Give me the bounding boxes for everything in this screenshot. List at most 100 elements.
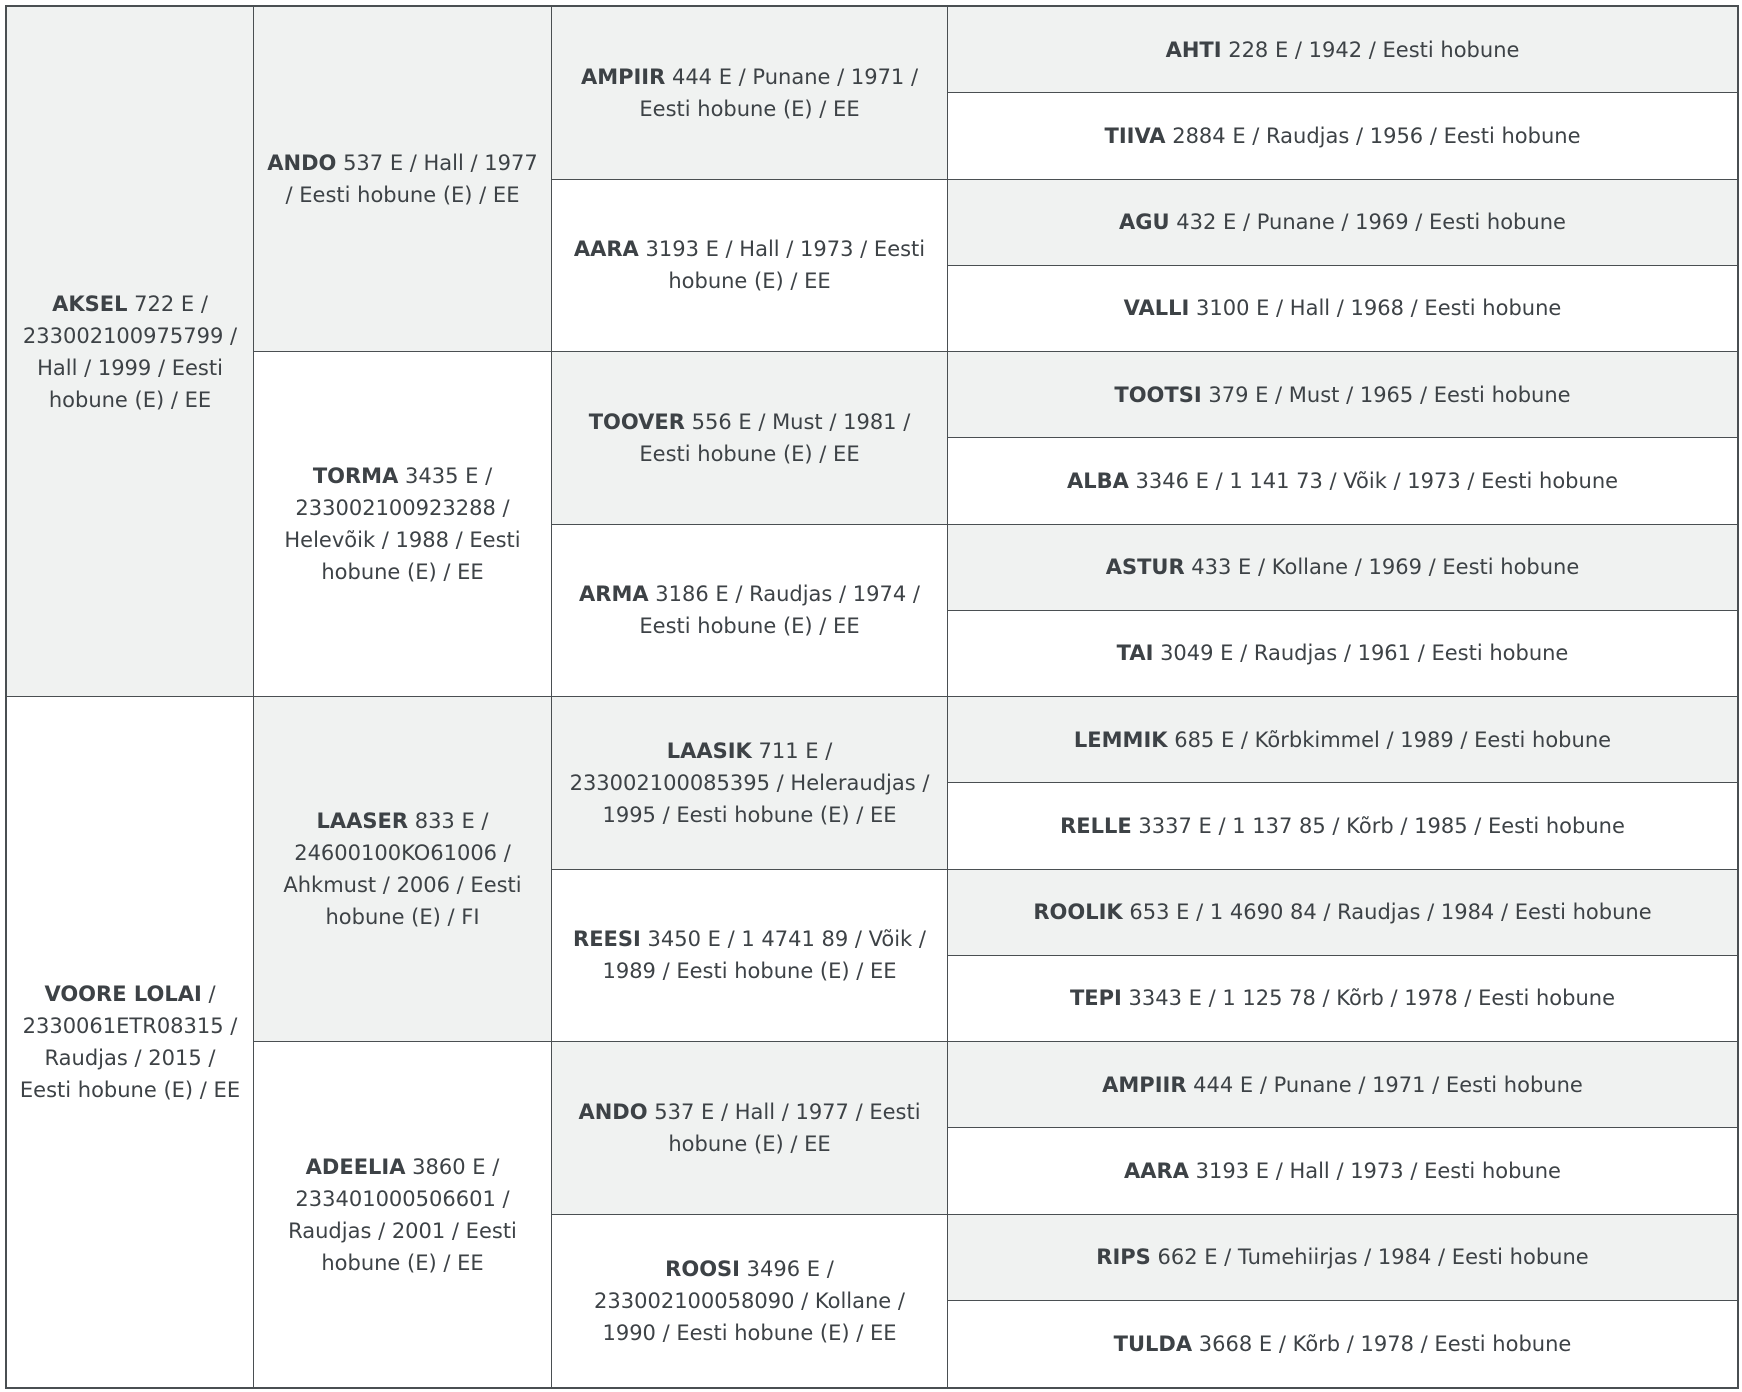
pedigree-cell-gen4: AARA 3193 E / Hall / 1973 / Eesti hobune xyxy=(948,1128,1737,1215)
horse-details: 3346 E / 1 141 73 / Võik / 1973 / Eesti … xyxy=(1128,468,1619,493)
horse-name[interactable]: AARA xyxy=(1124,1158,1189,1183)
pedigree-cell-gen1: AKSEL 722 E / 233002100975799 / Hall / 1… xyxy=(7,7,254,697)
horse-entry: TULDA 3668 E / Kõrb / 1978 / Eesti hobun… xyxy=(1114,1328,1572,1360)
horse-details: 662 E / Tumehiirjas / 1984 / Eesti hobun… xyxy=(1150,1245,1589,1270)
horse-entry: TOOTSI 379 E / Must / 1965 / Eesti hobun… xyxy=(1114,379,1570,411)
horse-name[interactable]: TOOVER xyxy=(588,409,685,434)
horse-name[interactable]: AMPIIR xyxy=(580,64,666,89)
horse-name[interactable]: ALBA xyxy=(1066,468,1129,493)
pedigree-cell-gen4: AHTI 228 E / 1942 / Eesti hobune xyxy=(948,7,1737,94)
pedigree-cell-gen4: VALLI 3100 E / Hall / 1968 / Eesti hobun… xyxy=(948,266,1737,352)
horse-entry: AGU 432 E / Punane / 1969 / Eesti hobune xyxy=(1119,206,1566,238)
horse-name[interactable]: ROOSI xyxy=(665,1256,740,1281)
horse-name[interactable]: VOORE LOLAI xyxy=(44,982,202,1006)
horse-details: 433 E / Kollane / 1969 / Eesti hobune xyxy=(1184,555,1580,580)
horse-details: 537 E / Hall / 1977 / Eesti hobune (E) /… xyxy=(647,1099,921,1156)
pedigree-cell-gen4: TULDA 3668 E / Kõrb / 1978 / Eesti hobun… xyxy=(948,1301,1737,1387)
horse-entry: VALLI 3100 E / Hall / 1968 / Eesti hobun… xyxy=(1124,292,1562,324)
horse-details: 3860 E / 233401000506601 / Raudjas / 200… xyxy=(288,1154,517,1275)
horse-name[interactable]: VALLI xyxy=(1123,296,1190,321)
horse-name[interactable]: TORMA xyxy=(312,464,399,488)
pedigree-cell-gen2: ADEELIA 3860 E / 233401000506601 / Raudj… xyxy=(254,1042,552,1387)
pedigree-cell-gen3: ANDO 537 E / Hall / 1977 / Eesti hobune … xyxy=(552,1042,948,1215)
horse-details: 3343 E / 1 125 78 / Kõrb / 1978 / Eesti … xyxy=(1121,986,1616,1011)
horse-details: 2884 E / Raudjas / 1956 / Eesti hobune xyxy=(1165,123,1581,148)
horse-details: 379 E / Must / 1965 / Eesti hobune xyxy=(1201,382,1571,407)
horse-name[interactable]: ROOLIK xyxy=(1033,900,1123,925)
horse-details: 685 E / Kõrbkimmel / 1989 / Eesti hobune xyxy=(1167,727,1612,752)
pedigree-cell-gen4: TEPI 3343 E / 1 125 78 / Kõrb / 1978 / E… xyxy=(948,956,1737,1042)
pedigree-table: AKSEL 722 E / 233002100975799 / Hall / 1… xyxy=(5,5,1739,1389)
horse-name[interactable]: TEPI xyxy=(1069,986,1122,1011)
pedigree-cell-gen4: TIIVA 2884 E / Raudjas / 1956 / Eesti ho… xyxy=(948,93,1737,180)
pedigree-cell-gen4: AGU 432 E / Punane / 1969 / Eesti hobune xyxy=(948,179,1737,266)
horse-name[interactable]: LAASIK xyxy=(666,738,752,763)
pedigree-cell-gen4: RIPS 662 E / Tumehiirjas / 1984 / Eesti … xyxy=(948,1214,1737,1301)
horse-entry: AARA 3193 E / Hall / 1973 / Eesti hobune xyxy=(1124,1155,1561,1187)
pedigree-cell-gen1: VOORE LOLAI / 2330061ETR08315 / Raudjas … xyxy=(7,697,254,1387)
horse-details: 3337 E / 1 137 85 / Kõrb / 1985 / Eesti … xyxy=(1131,813,1625,838)
horse-name[interactable]: ANDO xyxy=(578,1099,648,1124)
horse-details: 228 E / 1942 / Eesti hobune xyxy=(1221,37,1520,62)
horse-name[interactable]: AGU xyxy=(1119,210,1170,235)
horse-details: 653 E / 1 4690 84 / Raudjas / 1984 / Ees… xyxy=(1122,900,1652,925)
horse-details: 3049 E / Raudjas / 1961 / Eesti hobune xyxy=(1153,641,1569,666)
horse-details: 3193 E / Hall / 1973 / Eesti hobune xyxy=(1188,1158,1561,1183)
horse-name[interactable]: ADEELIA xyxy=(305,1154,406,1179)
horse-details: 3193 E / Hall / 1973 / Eesti hobune (E) … xyxy=(638,237,926,294)
pedigree-cell-gen2: LAASER 833 E / 24600100KO61006 / Ahkmust… xyxy=(254,697,552,1042)
horse-entry: TORMA 3435 E / 233002100923288 / Helevõi… xyxy=(266,460,539,588)
horse-details: / 2330061ETR08315 / Raudjas / 2015 / Ees… xyxy=(19,982,241,1102)
pedigree-cell-gen4: TAI 3049 E / Raudjas / 1961 / Eesti hobu… xyxy=(948,611,1737,697)
horse-details: 3100 E / Hall / 1968 / Eesti hobune xyxy=(1189,296,1562,321)
pedigree-cell-gen4: ASTUR 433 E / Kollane / 1969 / Eesti hob… xyxy=(948,524,1737,611)
horse-entry: RELLE 3337 E / 1 137 85 / Kõrb / 1985 / … xyxy=(1060,810,1625,842)
horse-name[interactable]: ARMA xyxy=(579,582,649,607)
horse-details: 444 E / Punane / 1971 / Eesti hobune (E)… xyxy=(639,64,919,121)
horse-name[interactable]: LEMMIK xyxy=(1073,727,1168,752)
pedigree-cell-gen4: TOOTSI 379 E / Must / 1965 / Eesti hobun… xyxy=(948,352,1737,439)
horse-entry: ADEELIA 3860 E / 233401000506601 / Raudj… xyxy=(266,1151,539,1279)
horse-name[interactable]: AHTI xyxy=(1165,37,1222,62)
horse-details: 556 E / Must / 1981 / Eesti hobune (E) /… xyxy=(639,409,911,466)
pedigree-cell-gen3: TOOVER 556 E / Must / 1981 / Eesti hobun… xyxy=(552,352,948,525)
horse-entry: AHTI 228 E / 1942 / Eesti hobune xyxy=(1166,34,1520,66)
horse-name[interactable]: ASTUR xyxy=(1105,555,1185,580)
pedigree-cell-gen3: AMPIIR 444 E / Punane / 1971 / Eesti hob… xyxy=(552,7,948,180)
horse-entry: TIIVA 2884 E / Raudjas / 1956 / Eesti ho… xyxy=(1105,120,1581,152)
horse-name[interactable]: AARA xyxy=(573,237,639,262)
pedigree-cell-gen3: ARMA 3186 E / Raudjas / 1974 / Eesti hob… xyxy=(552,524,948,697)
horse-entry: ARMA 3186 E / Raudjas / 1974 / Eesti hob… xyxy=(564,578,935,642)
horse-name[interactable]: LAASER xyxy=(316,809,409,833)
horse-entry: ROOSI 3496 E / 233002100058090 / Kollane… xyxy=(564,1253,935,1349)
horse-name[interactable]: TAI xyxy=(1116,641,1154,666)
horse-entry: ALBA 3346 E / 1 141 73 / Võik / 1973 / E… xyxy=(1067,465,1618,497)
horse-name[interactable]: RELLE xyxy=(1060,813,1132,838)
horse-name[interactable]: REESI xyxy=(573,927,641,952)
horse-name[interactable]: ANDO xyxy=(267,151,337,175)
horse-name[interactable]: TULDA xyxy=(1113,1331,1193,1356)
horse-entry: LAASER 833 E / 24600100KO61006 / Ahkmust… xyxy=(266,805,539,933)
pedigree-cell-gen2: ANDO 537 E / Hall / 1977 / Eesti hobune … xyxy=(254,7,552,352)
horse-entry: VOORE LOLAI / 2330061ETR08315 / Raudjas … xyxy=(19,978,241,1106)
horse-name[interactable]: TIIVA xyxy=(1104,123,1166,148)
pedigree-cell-gen3: AARA 3193 E / Hall / 1973 / Eesti hobune… xyxy=(552,179,948,352)
horse-entry: TOOVER 556 E / Must / 1981 / Eesti hobun… xyxy=(564,406,935,470)
pedigree-cell-gen4: ROOLIK 653 E / 1 4690 84 / Raudjas / 198… xyxy=(948,869,1737,956)
horse-entry: AMPIIR 444 E / Punane / 1971 / Eesti hob… xyxy=(564,61,935,125)
pedigree-cell-gen3: LAASIK 711 E / 233002100085395 / Helerau… xyxy=(552,697,948,870)
horse-name[interactable]: AMPIIR xyxy=(1102,1072,1187,1097)
horse-entry: TEPI 3343 E / 1 125 78 / Kõrb / 1978 / E… xyxy=(1070,982,1615,1014)
horse-details: 833 E / 24600100KO61006 / Ahkmust / 2006… xyxy=(283,809,522,929)
horse-details: 3435 E / 233002100923288 / Helevõik / 19… xyxy=(284,464,521,584)
horse-entry: RIPS 662 E / Tumehiirjas / 1984 / Eesti … xyxy=(1096,1241,1588,1273)
horse-details: 537 E / Hall / 1977 / Eesti hobune (E) /… xyxy=(285,151,538,207)
horse-name[interactable]: AKSEL xyxy=(52,291,128,316)
horse-entry: TAI 3049 E / Raudjas / 1961 / Eesti hobu… xyxy=(1117,637,1569,669)
horse-name[interactable]: RIPS xyxy=(1096,1245,1151,1270)
horse-entry: ROOLIK 653 E / 1 4690 84 / Raudjas / 198… xyxy=(1033,896,1651,928)
horse-entry: ANDO 537 E / Hall / 1977 / Eesti hobune … xyxy=(564,1096,935,1160)
horse-details: 432 E / Punane / 1969 / Eesti hobune xyxy=(1169,210,1566,235)
horse-name[interactable]: TOOTSI xyxy=(1114,382,1202,407)
pedigree-cell-gen4: ALBA 3346 E / 1 141 73 / Võik / 1973 / E… xyxy=(948,438,1737,525)
